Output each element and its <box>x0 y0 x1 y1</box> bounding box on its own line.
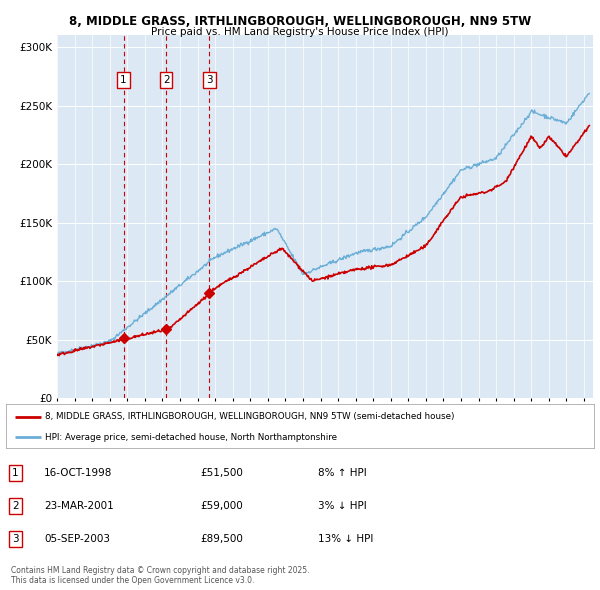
Text: 8% ↑ HPI: 8% ↑ HPI <box>317 468 367 478</box>
Text: 16-OCT-1998: 16-OCT-1998 <box>44 468 113 478</box>
Text: 05-SEP-2003: 05-SEP-2003 <box>44 534 110 544</box>
Text: 8, MIDDLE GRASS, IRTHLINGBOROUGH, WELLINGBOROUGH, NN9 5TW (semi-detached house): 8, MIDDLE GRASS, IRTHLINGBOROUGH, WELLIN… <box>46 412 455 421</box>
Text: HPI: Average price, semi-detached house, North Northamptonshire: HPI: Average price, semi-detached house,… <box>46 433 337 442</box>
Text: Contains HM Land Registry data © Crown copyright and database right 2025.: Contains HM Land Registry data © Crown c… <box>11 566 310 575</box>
Text: Price paid vs. HM Land Registry's House Price Index (HPI): Price paid vs. HM Land Registry's House … <box>151 27 449 37</box>
Text: 8, MIDDLE GRASS, IRTHLINGBOROUGH, WELLINGBOROUGH, NN9 5TW: 8, MIDDLE GRASS, IRTHLINGBOROUGH, WELLIN… <box>69 15 531 28</box>
Text: £89,500: £89,500 <box>200 534 243 544</box>
Text: 1: 1 <box>12 468 19 478</box>
Text: This data is licensed under the Open Government Licence v3.0.: This data is licensed under the Open Gov… <box>11 576 254 585</box>
Text: 2: 2 <box>163 75 170 85</box>
Text: £51,500: £51,500 <box>200 468 243 478</box>
Text: 2: 2 <box>12 501 19 511</box>
Text: £59,000: £59,000 <box>200 501 243 511</box>
Text: 23-MAR-2001: 23-MAR-2001 <box>44 501 114 511</box>
Text: 3% ↓ HPI: 3% ↓ HPI <box>317 501 367 511</box>
Text: 13% ↓ HPI: 13% ↓ HPI <box>317 534 373 544</box>
Text: 3: 3 <box>206 75 213 85</box>
Text: 1: 1 <box>120 75 127 85</box>
Text: 3: 3 <box>12 534 19 544</box>
